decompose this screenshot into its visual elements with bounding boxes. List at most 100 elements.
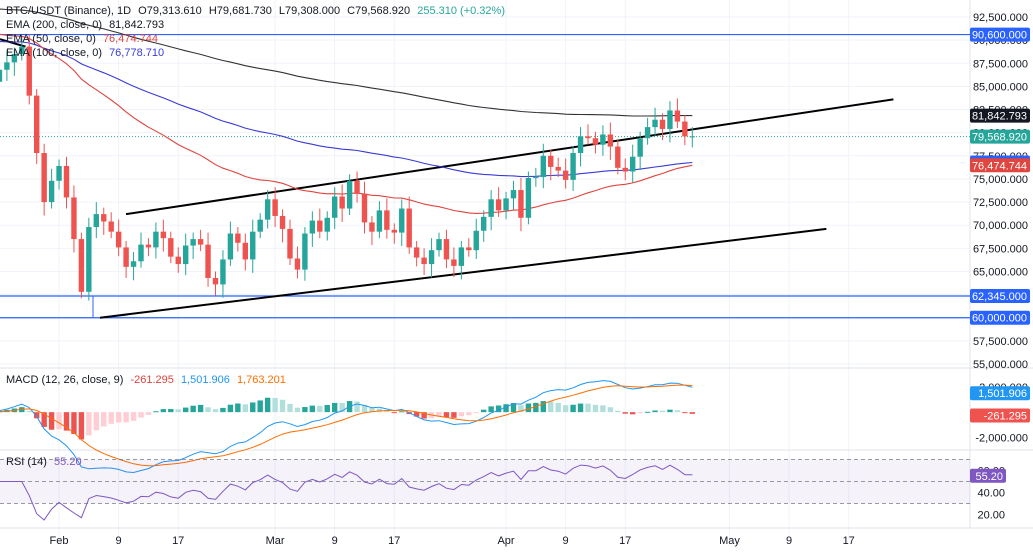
candle-body — [138, 244, 144, 262]
candle-body — [332, 196, 338, 218]
candle-body — [436, 239, 442, 251]
candle-body — [242, 242, 248, 260]
price-badge-label: 81,842.793 — [972, 111, 1027, 123]
candle-body — [428, 250, 435, 265]
candle-body — [130, 261, 137, 267]
candle-body — [674, 110, 681, 122]
candle-body — [250, 231, 256, 260]
macd-histogram-bar — [592, 404, 599, 413]
candle-body — [48, 180, 55, 203]
candle-body — [235, 233, 241, 243]
candle-body — [183, 245, 189, 265]
macd-histogram-bar — [458, 412, 465, 417]
candle-body — [264, 199, 271, 220]
macd-histogram-bar — [659, 410, 666, 413]
candle-body — [667, 110, 673, 129]
macd-histogram-bar — [309, 405, 316, 413]
candle-body — [644, 127, 651, 139]
price-tick-label: 55,000.000 — [973, 359, 1028, 371]
macd-histogram-bar — [71, 412, 77, 434]
symbol-title: BTC/USDT (Binance), 1D — [6, 5, 132, 17]
macd-histogram-bar — [168, 409, 174, 413]
price-tick-label: 92,500.000 — [973, 12, 1028, 24]
candle-body — [682, 121, 688, 137]
candle-body — [145, 244, 152, 248]
grid — [0, 0, 1033, 540]
ohlc-close: C79,568.920 — [347, 5, 411, 17]
macd-tick-label: -2,000.000 — [975, 432, 1028, 444]
rsi-value: 55.20 — [54, 456, 82, 468]
rsi-badge — [970, 468, 1006, 483]
candle-body — [294, 258, 301, 270]
price-badge-label: 79,568.920 — [972, 132, 1027, 144]
macd-histogram-bar — [339, 402, 345, 413]
hist-value: 1,763.201 — [236, 374, 286, 386]
macd-histogram-bar — [361, 404, 368, 413]
candle-body — [503, 198, 509, 211]
macd-histogram-bar — [145, 412, 152, 415]
time-tick-label: 9 — [563, 535, 569, 547]
candle-body — [41, 153, 47, 203]
time-tick-label: 17 — [619, 535, 631, 547]
candle-body — [399, 208, 405, 233]
macd-histogram-bar — [473, 412, 479, 414]
ohlc-open: O79,313.610 — [138, 5, 202, 17]
candle-body — [577, 136, 584, 154]
price-tick-label: 65,000.000 — [973, 266, 1028, 278]
macd-histogram-bar — [384, 410, 390, 413]
macd-histogram-bar — [153, 411, 159, 413]
ema100-label: EMA (100, close, 0) — [6, 47, 102, 59]
time-axis: Feb 9 17 Mar 9 17 Apr 9 17 May 9 17 — [50, 535, 855, 547]
price-tick-label: 87,500.000 — [973, 58, 1028, 70]
candle-body — [562, 170, 569, 180]
candle-body — [540, 155, 546, 178]
candle-body — [175, 256, 181, 265]
macd-histogram-bar — [391, 412, 397, 414]
macd-histogram-bar — [41, 412, 47, 427]
macd-histogram-bar — [86, 412, 92, 436]
candles — [0, 34, 695, 301]
candle-body — [317, 220, 323, 232]
ema200-line — [0, 8, 693, 117]
candle-body — [406, 208, 412, 248]
price-badge — [970, 129, 1030, 144]
candle-body — [56, 165, 62, 181]
macd-histogram-bar — [667, 409, 673, 413]
candle-body — [168, 238, 174, 257]
candle-body — [413, 247, 420, 258]
macd-histogram-bar — [555, 402, 561, 413]
macd-histogram-bar — [540, 401, 546, 413]
macd-histogram-bar — [264, 397, 271, 413]
candle-body — [101, 214, 107, 222]
macd-histogram-bar — [175, 409, 181, 413]
candle-body — [622, 167, 628, 172]
rsi-tick-label: 40.00 — [977, 488, 1005, 500]
ema50-label: EMA (50, close, 0) — [6, 33, 96, 45]
time-tick-label: 17 — [843, 535, 855, 547]
horizontal-levels — [0, 33, 970, 319]
ohlc-high: H79,681.730 — [208, 5, 272, 17]
candle-body — [257, 219, 263, 232]
macd-histogram-bar — [183, 407, 189, 413]
time-tick-label: 17 — [388, 535, 400, 547]
macd-histogram-bar — [115, 412, 122, 423]
macd-histogram-bar — [93, 412, 99, 431]
candle-body — [4, 62, 10, 70]
price-badges: 90,600.00081,842.79379,568.92076,778.710… — [970, 27, 1030, 483]
candle-body — [659, 119, 666, 129]
time-tick-label: 9 — [332, 535, 338, 547]
macd-histogram-bar — [78, 412, 85, 440]
rsi-legend: RSI (14) 55.20 — [6, 455, 86, 469]
macd-histogram-bar — [533, 402, 539, 413]
macd-histogram-bar — [600, 405, 606, 413]
macd-histogram-bar — [324, 404, 330, 413]
candle-body — [525, 178, 532, 218]
macd-histogram-bar — [413, 412, 420, 417]
price-badge — [970, 27, 1030, 42]
rsi-line — [0, 464, 693, 521]
macd-histogram-bar — [279, 399, 286, 413]
candle-body — [78, 239, 85, 292]
macd-value: -261.295 — [130, 374, 174, 386]
macd-histogram-bar — [317, 405, 323, 413]
